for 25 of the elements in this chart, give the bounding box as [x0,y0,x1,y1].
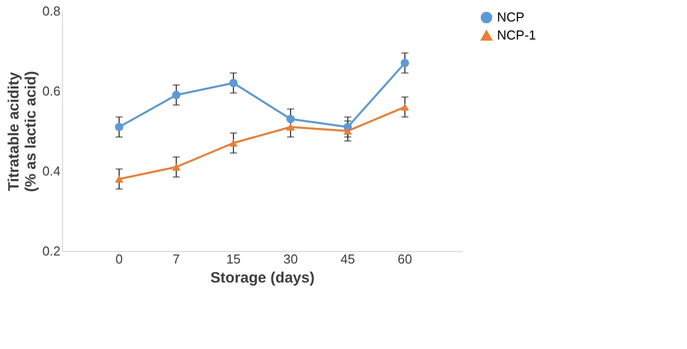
y-tick-label: 0.6 [42,84,60,98]
x-tick-label: 0 [116,252,123,266]
y-tick-label: 0.2 [42,244,60,258]
x-tick-label: 30 [283,252,298,266]
point [400,58,410,68]
point [172,163,180,171]
point [286,123,295,131]
legend-label: NCP [497,10,524,24]
x-tick-label: 45 [340,252,355,266]
point [114,175,124,183]
point [344,127,352,135]
point [114,122,124,132]
point [286,114,295,124]
x-axis-title: Storage (days) [210,270,315,286]
legend-label: NCP-1 [497,28,536,42]
y-axis-title: Titratable acidity (% as lactic acid) [5,71,40,192]
x-tick-label: 7 [172,252,180,266]
point [229,78,238,88]
point [400,103,410,111]
point [229,139,238,147]
y-tick-label: 0.4 [42,164,60,178]
x-tick-label: 60 [398,252,412,266]
x-tick-label: 15 [226,252,241,266]
point [172,90,180,100]
y-tick-label: 0.8 [42,4,60,18]
